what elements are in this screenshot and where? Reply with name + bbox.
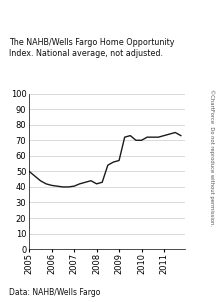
Text: The NAHB/Wells Fargo Home Opportunity: The NAHB/Wells Fargo Home Opportunity <box>9 38 174 47</box>
Text: ©ChartForce  Do not reproduce without permission.: ©ChartForce Do not reproduce without per… <box>209 88 215 226</box>
Text: Data: NAHB/Wells Fargo: Data: NAHB/Wells Fargo <box>9 288 100 297</box>
Text: Index. National average, not adjusted.: Index. National average, not adjusted. <box>9 49 163 58</box>
Text: Home Affordability: Home Affordability <box>22 10 194 25</box>
